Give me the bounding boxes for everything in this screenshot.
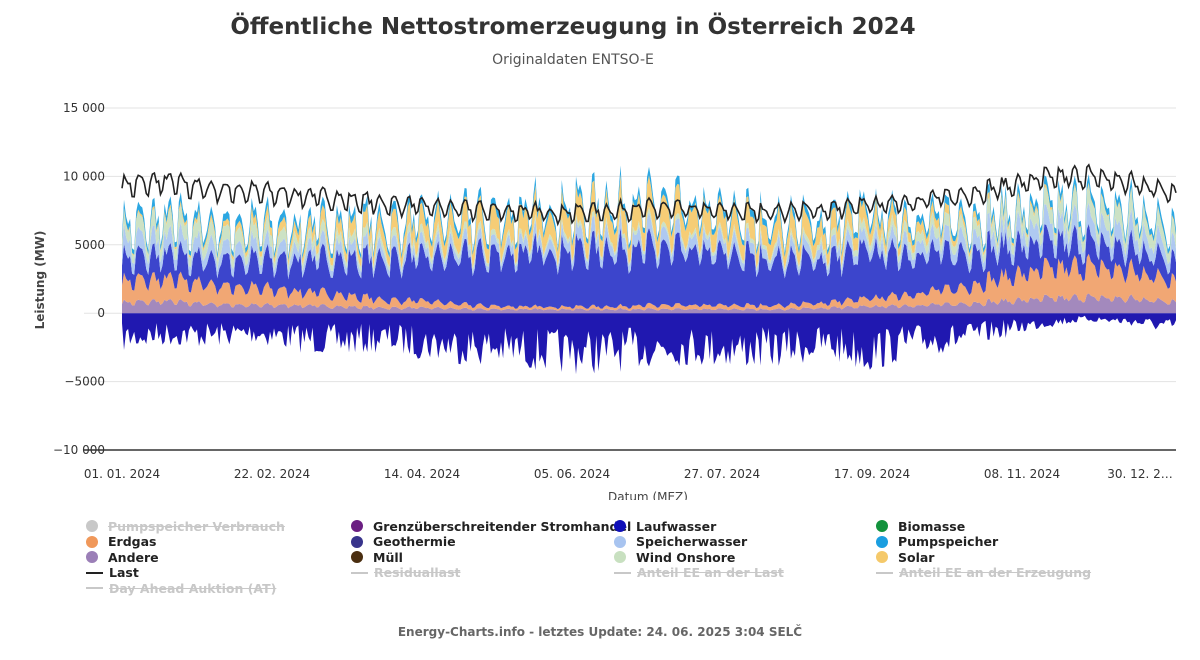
x-tick-label: 27. 07. 2024: [684, 467, 760, 481]
legend-label: Last: [109, 565, 139, 580]
legend-label: Day Ahead Auktion (AT): [109, 580, 277, 596]
legend-item[interactable]: Solar: [876, 549, 934, 565]
legend-marker-icon: [86, 571, 103, 574]
legend-marker-icon: [614, 551, 626, 563]
legend-item[interactable]: Day Ahead Auktion (AT): [86, 580, 276, 596]
legend-marker-icon: [614, 571, 631, 574]
legend-item[interactable]: Anteil EE an der Last: [614, 565, 784, 581]
x-axis-ticks: 01. 01. 2024 22. 02. 2024 14. 04. 2024 05. …: [84, 467, 1173, 481]
legend-marker-icon: [86, 520, 98, 532]
x-tick-label: 01. 01. 2024: [84, 467, 160, 481]
legend-marker-icon: [351, 520, 363, 532]
legend-item[interactable]: Müll: [351, 549, 403, 565]
legend-label: Andere: [108, 549, 159, 565]
legend-label: Solar: [898, 549, 935, 565]
legend-marker-icon: [876, 520, 888, 532]
legend-label: Grenzüberschreitender Stromhandel: [373, 518, 632, 534]
load-line: [121, 163, 1177, 227]
x-tick-label: 14. 04. 2024: [384, 467, 460, 481]
x-tick-label: 05. 06. 2024: [534, 467, 610, 481]
legend-marker-icon: [86, 587, 103, 589]
legend-marker-icon: [86, 535, 98, 548]
legend: Pumpspeicher Verbrauch Grenzüberschreiten…: [86, 518, 1186, 598]
legend-item[interactable]: Erdgas: [86, 534, 156, 550]
y-tick-label: −10 000: [53, 443, 105, 457]
legend-label: Geothermie: [373, 534, 456, 549]
legend-label: Speicherwasser: [636, 534, 748, 549]
legend-item[interactable]: Pumpspeicher Verbrauch: [86, 518, 285, 534]
chart-title: Öffentliche Nettostromerzeugung in Öster…: [230, 14, 916, 40]
legend-marker-icon: [876, 535, 888, 548]
area-stromhandel: [122, 313, 1176, 375]
area-pumpspeicher: [122, 165, 1176, 261]
area-andere: [122, 293, 1176, 314]
legend-marker-icon: [876, 571, 893, 574]
legend-label: Laufwasser: [636, 518, 717, 534]
footer-credit: Energy-Charts.info - letztes Update: 24.…: [397, 625, 803, 639]
legend-item[interactable]: Biomasse: [876, 518, 965, 534]
area-solar: [122, 174, 1176, 270]
legend-item[interactable]: Andere: [86, 549, 159, 565]
chart-area: 15 000 10 000 5000 0 −5000 −10 000 01. 01. 20…: [33, 101, 1177, 500]
legend-item[interactable]: Laufwasser: [614, 518, 716, 534]
y-tick-label: 0: [97, 306, 105, 320]
legend-label: Müll: [373, 549, 403, 565]
legend-label: Pumpspeicher: [898, 534, 999, 549]
y-axis-ticks: 15 000 10 000 5000 0 −5000 −10 000: [53, 101, 105, 457]
legend-item[interactable]: Anteil EE an der Erzeugung: [876, 565, 1091, 581]
chart-subtitle: Originaldaten ENTSO-E: [492, 52, 654, 68]
legend-label: Residuallast: [374, 565, 461, 580]
legend-marker-icon: [351, 535, 363, 548]
y-tick-label: −5000: [64, 375, 105, 389]
legend-label: Erdgas: [108, 534, 157, 549]
legend-item[interactable]: Last: [86, 565, 139, 581]
legend-item[interactable]: Wind Onshore: [614, 549, 735, 565]
x-axis-label: Datum (MEZ): [608, 490, 688, 500]
y-tick-label: 5000: [74, 238, 105, 252]
legend-item[interactable]: Geothermie: [351, 534, 456, 550]
legend-marker-icon: [614, 535, 626, 548]
y-tick-label: 10 000: [63, 169, 105, 183]
legend-marker-icon: [351, 551, 363, 563]
legend-marker-icon: [351, 571, 368, 574]
x-tick-label: 30. 12. 2…: [1107, 467, 1172, 481]
y-tick-label: 15 000: [63, 101, 105, 115]
legend-label: Anteil EE an der Erzeugung: [899, 565, 1092, 580]
x-tick-label: 08. 11. 2024: [984, 467, 1060, 481]
legend-label: Pumpspeicher Verbrauch: [108, 518, 285, 534]
legend-item[interactable]: Residuallast: [351, 565, 461, 581]
area-laufwasser: [122, 223, 1176, 310]
area-speicherwasser: [122, 202, 1176, 280]
legend-label: Wind Onshore: [636, 549, 736, 565]
legend-marker-icon: [876, 551, 888, 563]
legend-label: Anteil EE an der Last: [637, 565, 784, 580]
series-areas: [122, 165, 1176, 375]
legend-item[interactable]: Speicherwasser: [614, 534, 747, 550]
series-last-line: [121, 163, 1177, 227]
legend-item[interactable]: Pumpspeicher: [876, 534, 998, 550]
legend-label: Biomasse: [898, 518, 966, 534]
legend-marker-icon: [86, 551, 98, 563]
y-axis-label: Leistung (MW): [33, 231, 47, 330]
legend-marker-icon: [614, 520, 626, 532]
x-tick-label: 17. 09. 2024: [834, 467, 910, 481]
legend-item[interactable]: Grenzüberschreitender Stromhandel: [351, 518, 631, 534]
x-tick-label: 22. 02. 2024: [234, 467, 310, 481]
